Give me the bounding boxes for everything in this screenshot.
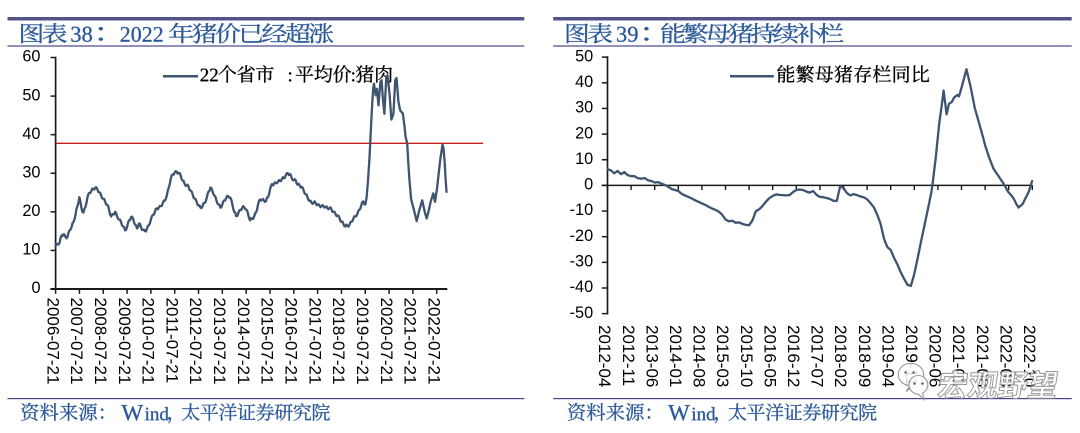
svg-text:-50: -50 [570,304,594,322]
svg-text:0: 0 [584,176,593,194]
svg-text:-20: -20 [570,227,594,245]
svg-text:2006-07-21: 2006-07-21 [43,298,62,385]
svg-text:2013-07-21: 2013-07-21 [210,298,229,385]
svg-text:2017-07-21: 2017-07-21 [305,298,324,385]
svg-text:60: 60 [22,48,40,66]
svg-text:2017-07: 2017-07 [808,325,827,387]
svg-text:2016-05: 2016-05 [760,325,779,387]
svg-text:2021-07-21: 2021-07-21 [401,298,420,385]
svg-text:2014-08: 2014-08 [690,325,709,387]
svg-text:-10: -10 [570,201,594,219]
svg-text:2012-04: 2012-04 [595,325,614,387]
svg-text:40: 40 [22,125,40,143]
svg-text:2012-07-21: 2012-07-21 [186,298,205,385]
svg-text:2014-01: 2014-01 [666,325,685,387]
svg-text:2019-07-21: 2019-07-21 [353,298,372,385]
svg-text:50: 50 [22,86,40,104]
svg-text:10: 10 [575,150,593,168]
svg-text:2022-07-21: 2022-07-21 [424,298,443,385]
svg-text:2019-04: 2019-04 [878,325,897,387]
svg-text:2018-07-21: 2018-07-21 [329,298,348,385]
svg-text:2020-07-21: 2020-07-21 [377,298,396,385]
svg-text:2018-09: 2018-09 [855,325,874,387]
svg-text:10: 10 [22,241,40,259]
svg-text:2007-07-21: 2007-07-21 [67,298,86,385]
svg-text:2008-07-21: 2008-07-21 [91,298,110,385]
svg-text:50: 50 [575,47,593,65]
svg-text:2018-02: 2018-02 [831,325,850,387]
svg-text:-40: -40 [570,278,594,296]
svg-text:2014-07-21: 2014-07-21 [234,298,253,385]
svg-text:2009-07-21: 2009-07-21 [115,298,134,385]
svg-text:2010-07-21: 2010-07-21 [139,298,158,385]
svg-text:2013-06: 2013-06 [642,325,661,387]
svg-text:2015-07-21: 2015-07-21 [258,298,277,385]
svg-text:2020-06: 2020-06 [926,325,945,387]
svg-text:30: 30 [575,99,593,117]
svg-text:20: 20 [22,202,40,220]
svg-text:2016-12: 2016-12 [784,325,803,387]
svg-text:2016-07-21: 2016-07-21 [282,298,301,385]
svg-text:0: 0 [31,279,40,297]
svg-text:-30: -30 [570,253,594,271]
svg-text:40: 40 [575,73,593,91]
svg-text:2015-03: 2015-03 [713,325,732,387]
svg-text:2015-10: 2015-10 [737,325,756,387]
svg-text:2012-11: 2012-11 [619,325,638,386]
svg-text:30: 30 [22,164,40,182]
svg-text:2011-07-21: 2011-07-21 [162,298,181,384]
svg-text:20: 20 [575,124,593,142]
